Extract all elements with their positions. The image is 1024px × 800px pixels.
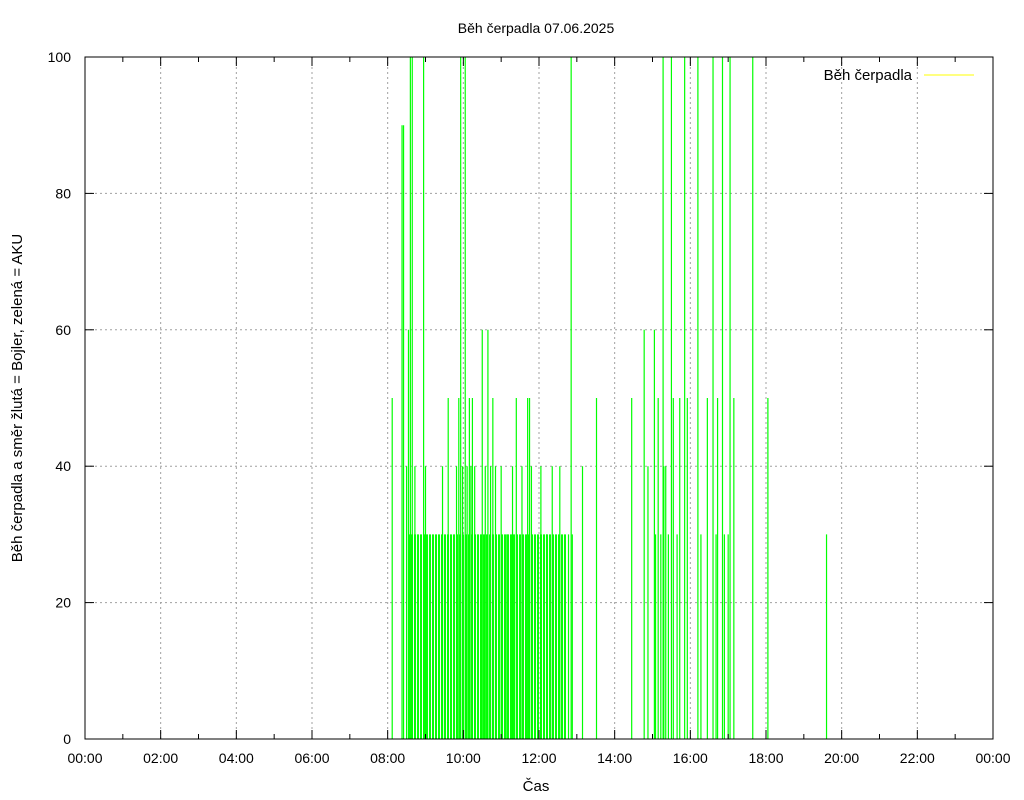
x-tick-label: 00:00 [975,750,1010,766]
y-tick-label: 40 [55,458,71,474]
x-tick-label: 06:00 [294,750,329,766]
x-tick-label: 10:00 [446,750,481,766]
x-tick-label: 16:00 [673,750,708,766]
legend: Běh čerpadla [824,67,974,84]
y-tick-label: 80 [55,185,71,201]
x-tick-label: 02:00 [143,750,178,766]
chart-title: Běh čerpadla 07.06.2025 [458,20,615,36]
legend-label: Běh čerpadla [824,67,913,84]
y-axis-title: Běh čerpadla a směr žlutá = Bojler, zele… [9,234,26,563]
x-tick-label: 04:00 [219,750,254,766]
grid [85,57,993,739]
x-tick-labels: 00:00 02:00 04:00 06:00 08:00 10:00 12:00 14:00… [67,750,1010,766]
x-tick-label: 14:00 [597,750,632,766]
x-tick-label: 00:00 [67,750,102,766]
x-tick-label: 08:00 [370,750,405,766]
x-tick-label: 20:00 [824,750,859,766]
y-tick-label: 0 [63,731,71,747]
x-tick-label: 12:00 [521,750,556,766]
y-tick-label: 100 [48,49,72,65]
data-series [391,57,828,739]
y-tick-label: 60 [55,322,71,338]
x-tick-label: 22:00 [900,750,935,766]
axis-ticks [84,56,994,740]
x-axis-title: Čas [523,778,550,795]
y-tick-labels: 0 20 40 60 80 100 [48,49,72,747]
x-tick-label: 18:00 [748,750,783,766]
y-tick-label: 20 [55,595,71,611]
